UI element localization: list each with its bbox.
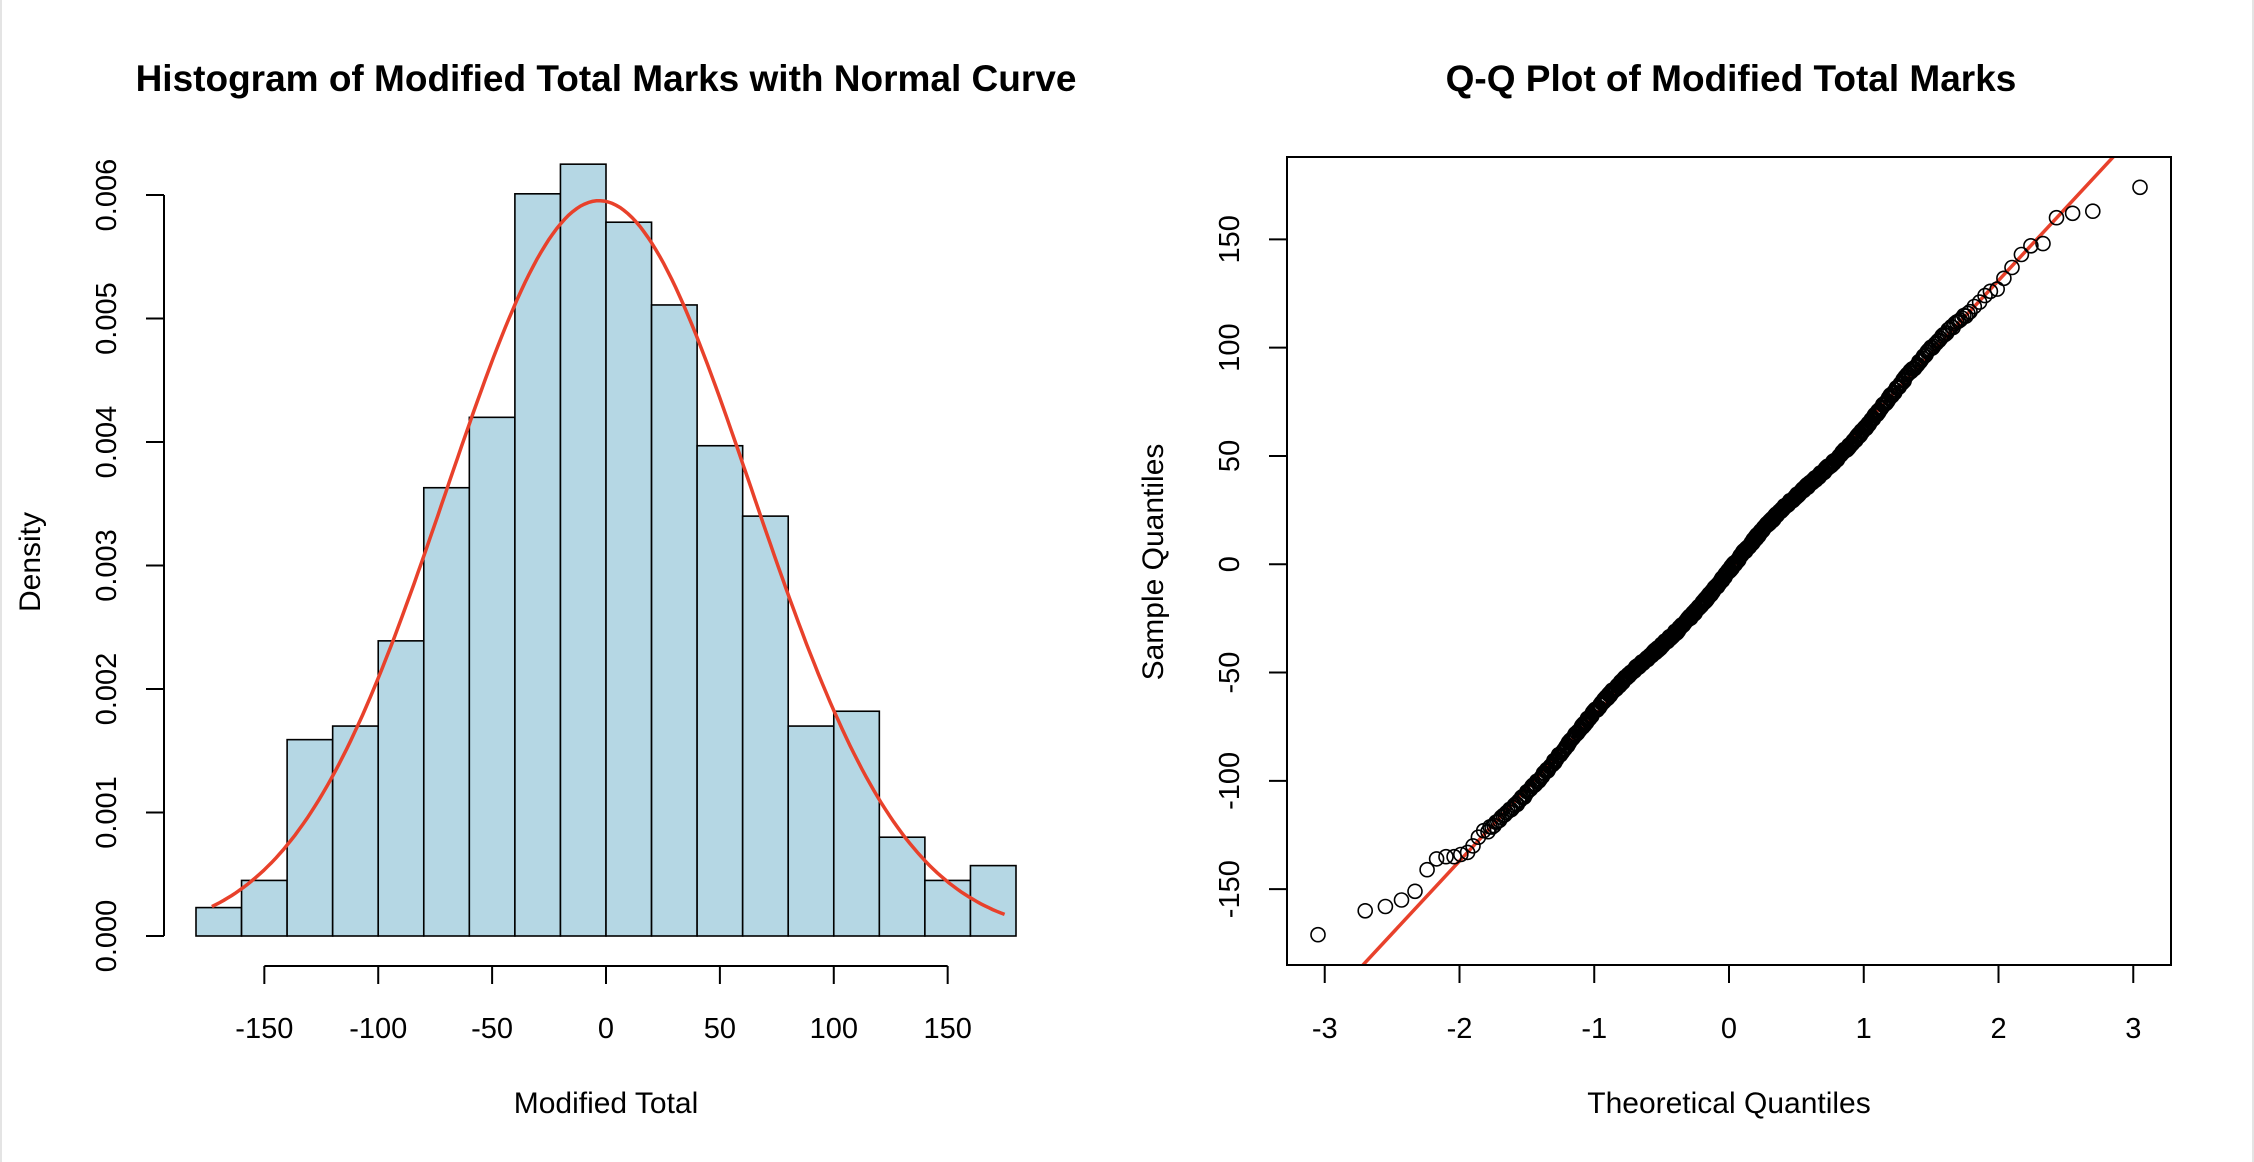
qq-point (2013, 246, 2030, 263)
histogram-y-tick-label: 0.003 (91, 529, 123, 602)
qq-x-tick-label: 2 (1990, 1013, 2006, 1045)
qq-point (1982, 283, 1999, 300)
qq-x-tick-label: -1 (1581, 1013, 1607, 1045)
histogram-panel: Histogram of Modified Total Marks with N… (14, 58, 1076, 1120)
qq-points (1310, 179, 2148, 943)
qq-point (1377, 898, 1394, 915)
qq-point (2085, 203, 2101, 219)
qq-x-label: Theoretical Quantiles (1587, 1087, 1870, 1120)
qq-y-axis: -150 -100 -50 0 50 100 150 (1214, 215, 1288, 918)
qq-point (1465, 838, 1481, 854)
histogram-bar-12 (696, 444, 744, 937)
histogram-bar-8 (514, 193, 562, 937)
histogram-bar-7 (468, 416, 516, 937)
histogram-bar-13 (741, 515, 790, 937)
qq-point (2035, 235, 2051, 252)
histogram-y-tick-label: 0.002 (91, 653, 123, 726)
qq-point (2023, 238, 2039, 254)
qq-point (2064, 205, 2081, 222)
qq-x-axis: -3 -2 -1 0 1 2 3 (1312, 964, 2141, 1045)
qq-point (1996, 270, 2012, 287)
histogram-bar-5 (377, 640, 425, 937)
histogram-bar-1 (195, 906, 243, 937)
qq-point (2132, 179, 2148, 196)
histogram-y-tick-label: 0.004 (91, 406, 123, 479)
histogram-y-tick-label: 0.000 (91, 900, 123, 973)
histogram-bar-17 (924, 879, 972, 937)
qq-point (1962, 303, 1978, 320)
qq-x-tick-label: 1 (1856, 1013, 1872, 1045)
qq-y-label: Sample Quantiles (1137, 444, 1170, 681)
histogram-bar-4 (331, 725, 380, 937)
qq-y-tick-label: 0 (1214, 556, 1246, 572)
histogram-y-label: Density (14, 512, 47, 612)
qq-point (1977, 287, 1993, 304)
qq-x-tick-label: 3 (2125, 1013, 2141, 1045)
histogram-y-tick-label: 0.005 (91, 282, 123, 355)
qq-point (1357, 902, 1373, 919)
qq-point (1428, 851, 1445, 867)
histogram-y-tick-label: 0.006 (91, 159, 123, 232)
qq-point (2004, 259, 2020, 276)
qq-point (1438, 848, 1454, 865)
qq-point (1407, 883, 1423, 900)
qq-plot-panel: Q-Q Plot of Modified Total Marks -3 -2 -1 0… (1137, 58, 2172, 1120)
qq-y-tick-label: 50 (1214, 440, 1246, 472)
histogram-bar-15 (832, 710, 881, 937)
histogram-x-axis: -150 -100 -50 0 50 100 150 (235, 965, 972, 1045)
qq-point (1913, 352, 1929, 368)
histogram-x-tick-label: 150 (923, 1013, 971, 1045)
qq-point (1453, 846, 1469, 863)
qq-x-tick-label: -2 (1447, 1013, 1473, 1045)
qq-point (2048, 209, 2065, 226)
qq-point (1966, 298, 1983, 315)
histogram-bars (195, 163, 1017, 937)
histogram-bar-10 (605, 221, 653, 937)
qq-point (1958, 308, 1974, 324)
qq-x-tick-label: -3 (1312, 1013, 1338, 1045)
qq-y-tick-label: 100 (1214, 323, 1246, 371)
histogram-x-tick-label: -150 (235, 1013, 293, 1045)
histogram-bar-6 (422, 486, 471, 937)
qq-point (1419, 861, 1435, 878)
histogram-x-tick-label: 100 (810, 1013, 858, 1045)
histogram-x-tick-label: 50 (704, 1013, 736, 1045)
histogram-bar-11 (650, 304, 698, 937)
normal-curve (211, 198, 1006, 917)
qq-point (1475, 822, 1492, 839)
histogram-y-tick-label: 0.001 (91, 776, 123, 849)
qq-y-tick-label: 150 (1214, 215, 1246, 263)
qq-plot-title: Q-Q Plot of Modified Total Marks (1446, 58, 2017, 99)
histogram-x-tick-label: -100 (349, 1013, 407, 1045)
histogram-y-axis: 0.000 0.001 0.002 0.003 0.004 0.005 0.006 (91, 159, 165, 973)
qq-y-tick-label: -50 (1214, 652, 1246, 694)
qq-point (1310, 926, 1326, 943)
histogram-title: Histogram of Modified Total Marks with N… (136, 58, 1077, 99)
qq-x-tick-label: 0 (1721, 1013, 1737, 1045)
histogram-bar-2 (240, 879, 288, 937)
qq-y-tick-label: -100 (1214, 752, 1246, 810)
histogram-bar-9 (559, 163, 607, 937)
qq-point (1393, 892, 1410, 908)
histogram-x-tick-label: 0 (598, 1013, 614, 1045)
histogram-x-label: Modified Total (514, 1087, 699, 1120)
qq-y-tick-label: -150 (1214, 860, 1246, 918)
histogram-bar-14 (787, 725, 835, 937)
histogram-x-tick-label: -50 (471, 1013, 513, 1045)
